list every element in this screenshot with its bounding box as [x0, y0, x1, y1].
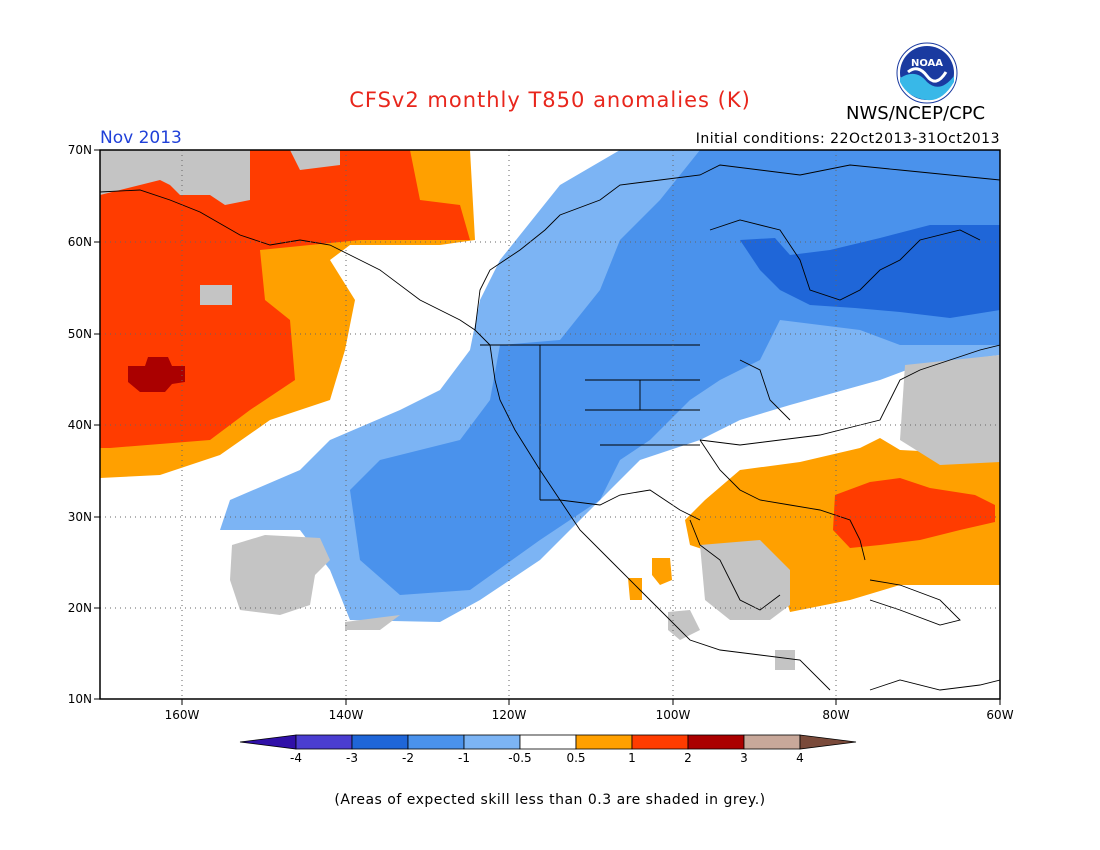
- graticule: [100, 150, 1000, 699]
- legend-swatch: [519, 734, 577, 750]
- lon-label: 100W: [656, 708, 691, 722]
- legend-swatch: [463, 734, 521, 750]
- coldest-region-canada: [740, 225, 1000, 318]
- legend-arrow-low: [239, 734, 297, 750]
- legend-tick-label: -1: [458, 751, 470, 765]
- legend-tick-label: -0.5: [508, 751, 531, 765]
- lon-label: 60W: [986, 708, 1013, 722]
- skill-footnote: (Areas of expected skill less than 0.3 a…: [334, 792, 766, 808]
- legend-tick-label: 1: [628, 751, 636, 765]
- chart-title: CFSv2 monthly T850 anomalies (K): [349, 88, 751, 112]
- logo-text: NOAA: [911, 58, 943, 69]
- legend-tick-label: 3: [740, 751, 748, 765]
- lon-label: 120W: [492, 708, 527, 722]
- legend-swatch: [407, 734, 465, 750]
- lat-label: 70N: [68, 143, 92, 157]
- initial-conditions: Initial conditions: 22Oct2013-31Oct2013: [695, 131, 1000, 147]
- lat-label: 60N: [68, 235, 92, 249]
- low-skill-areas: [100, 150, 1000, 670]
- noaa-logo-icon: NOAA: [896, 42, 958, 104]
- very-hot-region-pacific: [128, 357, 185, 392]
- lon-label: 140W: [329, 708, 364, 722]
- coastlines: [100, 164, 1000, 691]
- legend-tick-label: 0.5: [566, 751, 585, 765]
- lon-label: 80W: [822, 708, 849, 722]
- legend-swatch: [575, 734, 633, 750]
- legend-swatch: [743, 734, 801, 750]
- color-legend: -4 -3 -2 -1 -0.5 0.5 1 2 3 4: [239, 734, 857, 765]
- lat-label: 50N: [68, 327, 92, 341]
- legend-arrow-high: [799, 734, 857, 750]
- legend-swatch: [351, 734, 409, 750]
- legend-tick-label: -4: [290, 751, 302, 765]
- lat-label: 20N: [68, 601, 92, 615]
- lat-label: 40N: [68, 418, 92, 432]
- lon-label: 160W: [165, 708, 200, 722]
- legend-swatch: [687, 734, 745, 750]
- legend-tick-label: -2: [402, 751, 414, 765]
- legend-tick-label: -3: [346, 751, 358, 765]
- hot-region-alaska: [100, 150, 470, 448]
- lat-label: 30N: [68, 510, 92, 524]
- agency-label: NWS/NCEP/CPC: [846, 103, 986, 124]
- hot-region-atlantic: [833, 478, 995, 548]
- legend-swatch: [295, 734, 353, 750]
- legend-swatch: [631, 734, 689, 750]
- lat-label: 10N: [68, 692, 92, 706]
- legend-tick-label: 4: [796, 751, 804, 765]
- forecast-month: Nov 2013: [100, 128, 182, 148]
- legend-tick-label: 2: [684, 751, 692, 765]
